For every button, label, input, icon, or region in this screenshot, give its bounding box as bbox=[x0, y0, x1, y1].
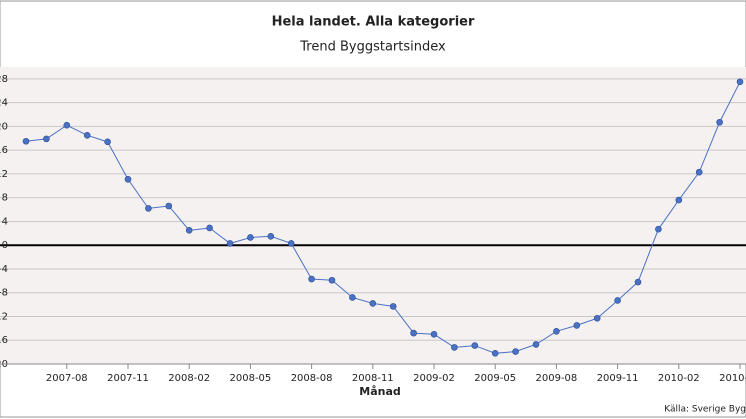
y-tick-label: 24 bbox=[0, 98, 8, 109]
point bbox=[614, 297, 621, 304]
point bbox=[675, 196, 683, 204]
point bbox=[43, 135, 50, 143]
plot-area bbox=[0, 67, 746, 364]
y-tick-label: -8 bbox=[0, 288, 8, 299]
chart-title: Hela landet. Alla kategorier bbox=[272, 15, 475, 30]
point bbox=[736, 78, 744, 86]
point bbox=[389, 303, 397, 310]
point bbox=[634, 278, 642, 286]
y-tick-label: -4 bbox=[0, 264, 8, 275]
x-tick-label: 2008-11 bbox=[352, 373, 394, 384]
point bbox=[573, 322, 581, 329]
y-tick-label: 0 bbox=[2, 240, 8, 251]
line bbox=[25, 81, 741, 354]
source: Källa: Sverige Byg bbox=[664, 405, 746, 415]
x-tick-label: 2008-02 bbox=[168, 373, 210, 384]
x-tick-label: 2009-05 bbox=[474, 373, 516, 384]
x-tick-label: 2010-02 bbox=[658, 373, 700, 384]
point bbox=[716, 118, 723, 126]
x-tick-label: 2009-08 bbox=[536, 373, 578, 384]
point bbox=[328, 276, 336, 284]
point bbox=[22, 137, 30, 145]
point bbox=[124, 175, 132, 183]
point bbox=[553, 328, 560, 335]
x-tick-label: 2009-02 bbox=[413, 373, 455, 384]
point bbox=[410, 329, 417, 337]
point bbox=[267, 232, 275, 240]
chart-subtitle: Trend Byggstartsindex bbox=[299, 40, 446, 55]
point bbox=[695, 168, 703, 176]
point bbox=[512, 348, 519, 355]
x-tick-label: 2010-05 bbox=[719, 373, 746, 384]
x-tick-label: 2007-08 bbox=[46, 373, 88, 384]
y-tick-label: 12 bbox=[0, 169, 8, 180]
point bbox=[83, 132, 91, 139]
x-axis-label: Månad bbox=[359, 385, 401, 398]
y-tick-label: -16 bbox=[0, 335, 8, 346]
point bbox=[247, 234, 254, 241]
point bbox=[471, 342, 479, 349]
point bbox=[63, 121, 71, 129]
y-tick-label: -12 bbox=[0, 311, 8, 322]
x-tick-label: 2008-08 bbox=[291, 373, 333, 384]
point bbox=[532, 341, 540, 348]
point bbox=[185, 227, 193, 234]
x-tick-label: 2008-05 bbox=[230, 373, 272, 384]
y-tick-label: 28 bbox=[0, 74, 8, 85]
point bbox=[369, 300, 377, 307]
x-tick-label: 2009-11 bbox=[597, 373, 639, 384]
point bbox=[165, 202, 173, 210]
point bbox=[226, 240, 234, 247]
point bbox=[104, 138, 111, 146]
y-tick-label: 4 bbox=[2, 216, 8, 227]
point bbox=[145, 205, 152, 212]
point bbox=[206, 224, 213, 232]
point bbox=[593, 314, 601, 322]
y-tick-label: 8 bbox=[2, 193, 8, 204]
point bbox=[491, 350, 499, 357]
y-tick-label: 20 bbox=[0, 121, 8, 132]
point bbox=[349, 294, 356, 301]
x-tick-label: 2007-11 bbox=[107, 373, 149, 384]
point bbox=[655, 225, 662, 233]
point bbox=[287, 240, 295, 247]
y-tick-label: 16 bbox=[0, 145, 8, 156]
point bbox=[451, 344, 458, 351]
point bbox=[308, 275, 315, 283]
point bbox=[430, 330, 438, 338]
